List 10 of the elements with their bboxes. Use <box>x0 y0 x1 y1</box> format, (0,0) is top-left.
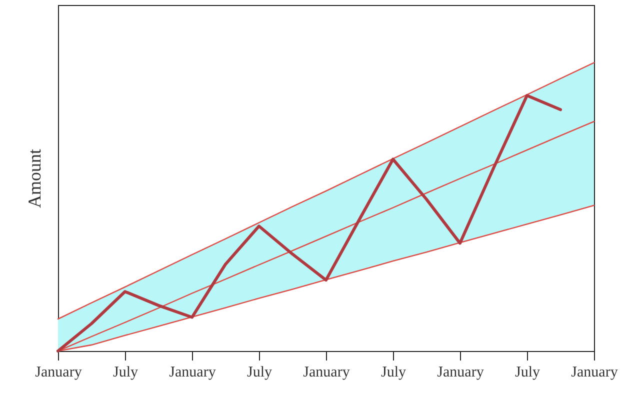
x-tick-label: January <box>35 364 82 380</box>
x-tick-label: July <box>380 364 406 380</box>
x-tick-label: July <box>246 364 272 380</box>
x-tick-label: January <box>571 364 618 380</box>
x-tick-label: January <box>437 364 484 380</box>
x-tick-label: July <box>112 364 138 380</box>
x-tick-label: January <box>169 364 216 380</box>
x-tick-label: January <box>303 364 350 380</box>
y-axis-title: Amount <box>24 148 44 208</box>
x-tick-label: July <box>514 364 540 380</box>
